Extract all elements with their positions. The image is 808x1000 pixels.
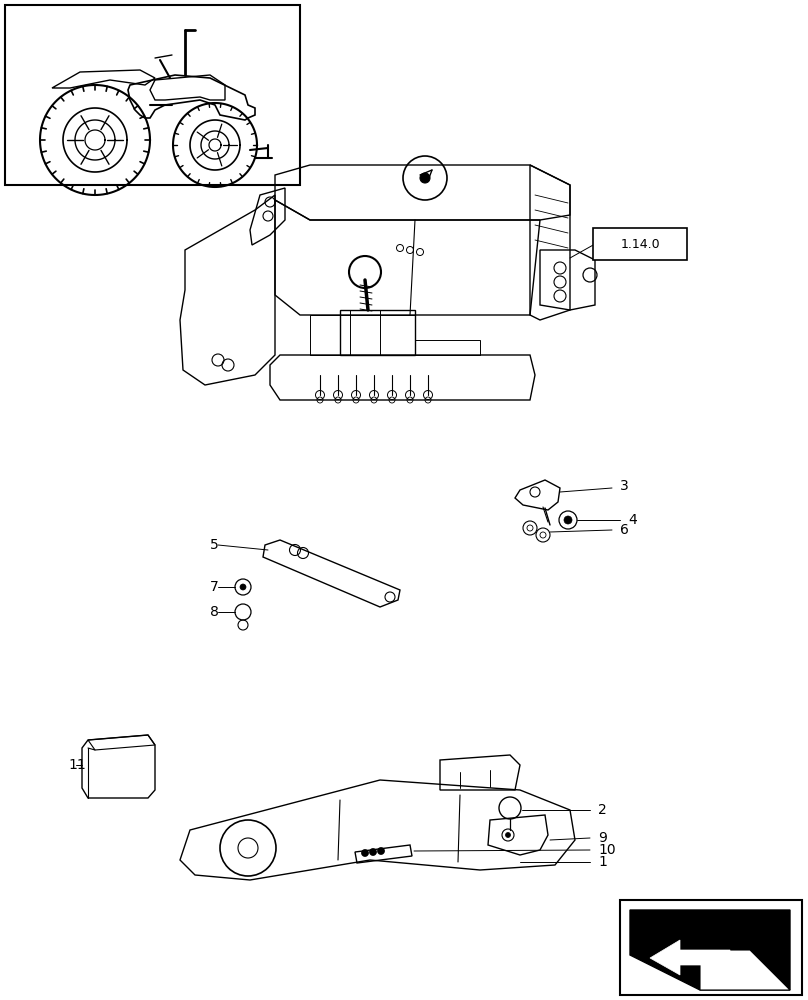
Text: 9: 9 xyxy=(598,831,607,845)
Text: 3: 3 xyxy=(620,479,629,493)
Circle shape xyxy=(377,848,385,854)
Polygon shape xyxy=(700,950,790,990)
Text: 4: 4 xyxy=(628,513,637,527)
Text: 8: 8 xyxy=(210,605,219,619)
Circle shape xyxy=(506,832,511,838)
Circle shape xyxy=(420,173,430,183)
Text: 6: 6 xyxy=(620,523,629,537)
Polygon shape xyxy=(630,910,790,990)
Text: 10: 10 xyxy=(598,843,616,857)
Circle shape xyxy=(240,584,246,590)
Text: 5: 5 xyxy=(210,538,219,552)
Bar xyxy=(620,900,802,995)
Text: 11: 11 xyxy=(68,758,86,772)
Text: 1.14.0: 1.14.0 xyxy=(621,237,660,250)
Circle shape xyxy=(361,850,368,856)
Circle shape xyxy=(564,516,572,524)
Polygon shape xyxy=(650,940,730,975)
FancyBboxPatch shape xyxy=(593,228,687,260)
Bar xyxy=(5,5,300,185)
Text: 7: 7 xyxy=(210,580,219,594)
Circle shape xyxy=(369,848,377,856)
Text: 1: 1 xyxy=(598,855,607,869)
Text: 2: 2 xyxy=(598,803,607,817)
